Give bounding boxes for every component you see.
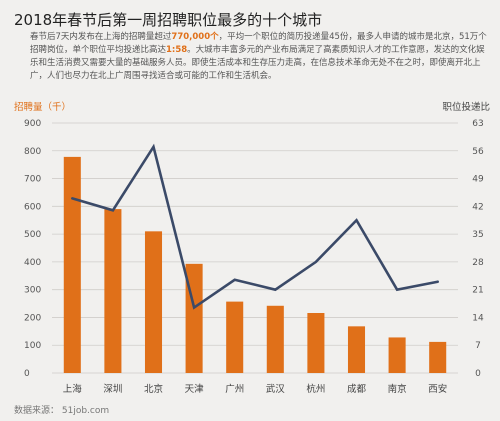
description-highlight-1: 770,000个 (171, 32, 219, 42)
bar (144, 231, 163, 373)
left-axis-tick: 800 (24, 147, 41, 157)
right-axis-tick: 42 (472, 202, 483, 212)
bar (307, 313, 325, 373)
bar (429, 341, 447, 373)
category-tick: 南京 (388, 383, 407, 395)
category-tick: 深圳 (103, 384, 122, 395)
bar (388, 337, 406, 373)
right-axis-tick: 63 (472, 119, 483, 129)
bar (63, 156, 81, 373)
left-axis-tick: 100 (24, 341, 41, 351)
category-tick: 武汉 (266, 383, 286, 395)
category-axis-ticks: 上海 深圳 北京 天津 广州 武汉 杭州 成都 南京 西安 (63, 383, 447, 395)
right-axis-tick: 14 (472, 313, 484, 323)
left-axis-ticks: 0 100 200 300 400 500 600 700 800 900 (24, 119, 41, 379)
category-tick: 天津 (185, 384, 205, 395)
data-source: 数据来源： 51job.com (14, 406, 110, 416)
description-part-1: 春节后7天内发布在上海的招聘量超过 (30, 32, 172, 42)
category-tick: 上海 (63, 383, 83, 395)
description-part-2: ，平均一个职位的简历投递量45份，最多人申请的城市是北京，51万个招聘岗位，单个… (30, 32, 487, 55)
bar (347, 326, 366, 373)
right-axis-tick: 0 (475, 369, 481, 379)
bar (104, 209, 122, 373)
category-tick: 西安 (428, 383, 447, 395)
right-axis-tick: 35 (472, 230, 483, 240)
right-axis-tick: 28 (472, 258, 484, 268)
right-axis-tick: 49 (472, 175, 484, 185)
right-axis-ticks: 0 7 14 21 28 35 42 49 56 63 (472, 119, 484, 379)
left-axis-tick: 200 (24, 313, 41, 323)
left-axis-tick: 700 (24, 175, 41, 185)
category-tick: 广州 (225, 383, 244, 395)
left-axis-tick: 500 (24, 230, 41, 240)
category-tick: 成都 (347, 383, 367, 395)
chart-title: 2018年春节后第一周招聘职位最多的十个城市 (14, 11, 323, 29)
right-axis-tick: 7 (475, 341, 481, 351)
left-axis-label: 招聘量（千） (14, 101, 71, 113)
category-tick: 北京 (144, 383, 163, 395)
left-axis-tick: 600 (24, 202, 41, 212)
chart-description: 春节后7天内发布在上海的招聘量超过770,000个，平均一个职位的简历投递量45… (30, 31, 488, 83)
category-tick: 杭州 (306, 383, 325, 395)
right-axis-label: 职位投递比 (442, 101, 490, 113)
description-highlight-2: 1:58 (166, 45, 188, 55)
bar (226, 301, 244, 373)
left-axis-tick: 900 (24, 119, 41, 129)
line-series (71, 143, 440, 310)
left-axis-tick: 400 (24, 258, 41, 268)
right-axis-tick: 56 (472, 147, 484, 157)
left-axis-tick: 0 (24, 369, 30, 379)
series-line (71, 143, 440, 310)
bar-series (63, 156, 447, 373)
bar (266, 305, 284, 373)
left-axis-tick: 300 (24, 286, 41, 296)
description-part-3: 。大城市丰富多元的产业布局满足了高素质知识人才的工作意愿，发达的文化娱乐和生活消… (30, 45, 485, 81)
right-axis-tick: 21 (472, 286, 483, 296)
